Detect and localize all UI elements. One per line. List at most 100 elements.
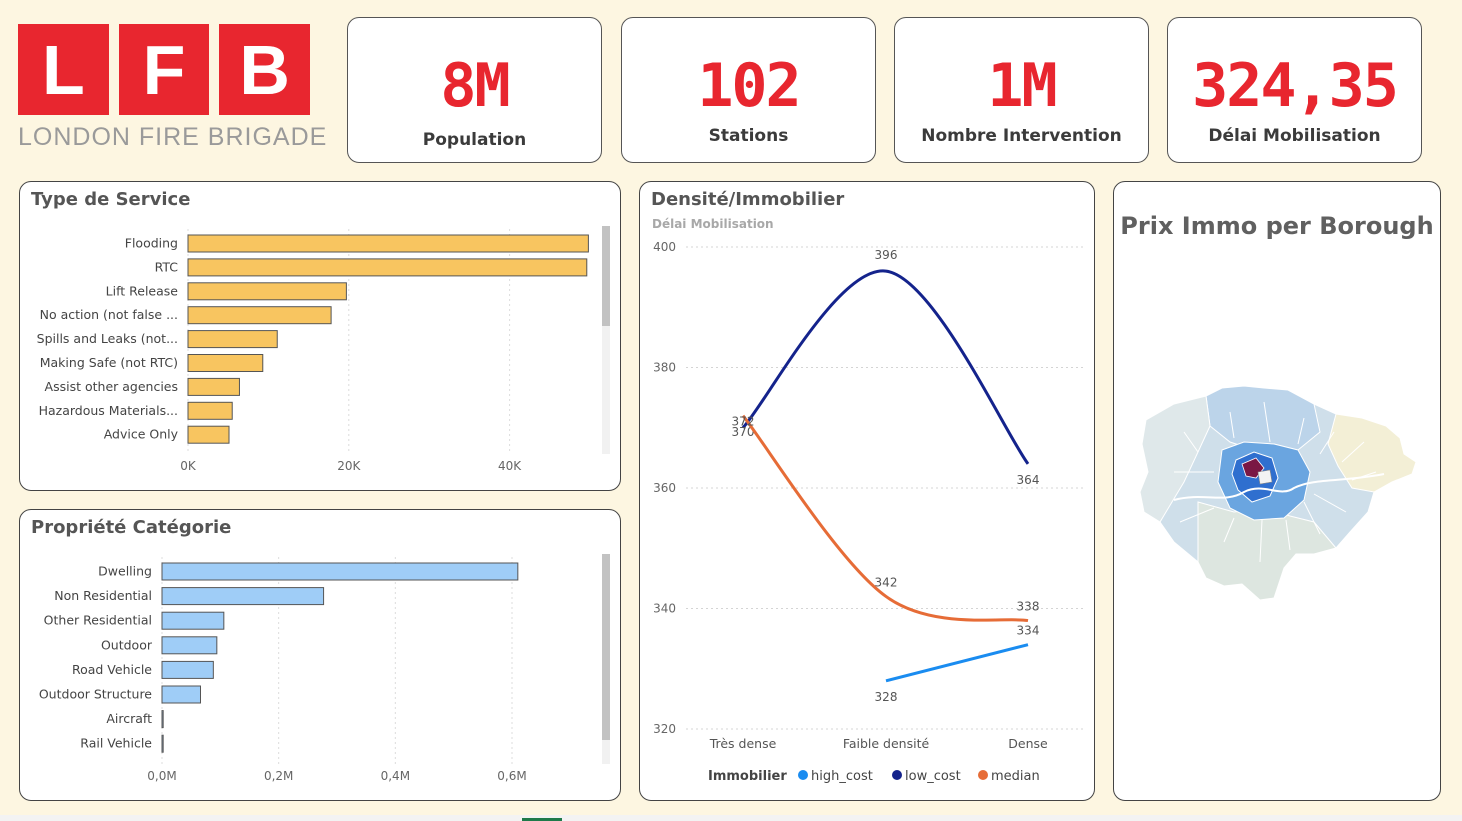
series-line-median (741, 414, 1029, 623)
london-borough-map[interactable] (1114, 182, 1441, 801)
kpi-value: 8M (440, 51, 510, 121)
kpi-value: 324,35 (1192, 51, 1399, 121)
data-label: 364 (1017, 473, 1040, 487)
category-label: Flooding (125, 236, 178, 251)
kpi-card-population[interactable]: 8M Population (347, 17, 602, 163)
data-label: 396 (875, 248, 898, 262)
category-label: Road Vehicle (72, 662, 152, 677)
category-label: RTC (155, 259, 179, 274)
x-tick-label: 40K (498, 459, 522, 473)
borough-map-card[interactable]: Prix Immo per Borough (1113, 181, 1441, 801)
borough-lines (1174, 401, 1377, 563)
category-label: Dwelling (98, 564, 152, 579)
legend-marker (978, 770, 988, 780)
kpi-label: Stations (708, 126, 789, 146)
kpi-card-interventions[interactable]: 1M Nombre Intervention (894, 17, 1149, 163)
category-label: Rail Vehicle (80, 736, 152, 751)
bar (161, 611, 225, 630)
bar (161, 660, 214, 679)
category-label: Assist other agencies (45, 379, 178, 394)
legend-label-high_cost: high_cost (811, 769, 873, 784)
category-label: Aircraft (106, 711, 152, 726)
logo-letter-l: L (18, 24, 109, 115)
category-label: Outdoor Structure (39, 687, 152, 702)
data-label: 334 (1017, 624, 1040, 638)
density-line-card[interactable]: Densité/Immobilier Délai Mobilisation 32… (639, 181, 1095, 801)
legend-marker (798, 770, 808, 780)
card-title: Propriété Catégorie (31, 517, 232, 538)
bar (187, 401, 233, 420)
logo-subtitle: LONDON FIRE BRIGADE (18, 123, 328, 151)
kpi-label: Délai Mobilisation (1208, 126, 1381, 146)
kpi-card-delai[interactable]: 324,35 Délai Mobilisation (1167, 17, 1422, 163)
property-category-card[interactable]: Propriété Catégorie 0,0M 0,2M 0,4M 0,6M Dwel… (19, 509, 621, 801)
x-tick-label: 0,4M (381, 769, 410, 783)
legend-label-median: median (991, 769, 1040, 784)
card-title: Type de Service (31, 189, 191, 210)
data-label: 328 (875, 690, 898, 704)
bar (161, 710, 164, 729)
category-label: Other Residential (44, 613, 152, 628)
city-of-london (1257, 469, 1273, 485)
legend-marker (892, 770, 902, 780)
x-tick-label: 20K (337, 459, 361, 473)
category-label: No action (not false ... (40, 307, 178, 322)
property-category-chart: 0,0M 0,2M 0,4M 0,6M Dwelling Non Residential O… (39, 554, 610, 783)
x-tick-label: 0,2M (264, 769, 293, 783)
page-tab-strip (0, 815, 1462, 821)
kpi-value: 102 (697, 51, 801, 121)
y-tick-label: 340 (653, 602, 676, 616)
east-boroughs (1327, 413, 1417, 493)
data-label: 372 (732, 415, 755, 429)
kpi-label: Population (422, 130, 527, 150)
bar (187, 258, 588, 277)
scrollbar-thumb[interactable] (602, 226, 610, 326)
logo-letter-b: B (219, 24, 311, 115)
x-tick-label: 0K (180, 459, 197, 473)
category-label: Hazardous Materials... (39, 403, 178, 418)
category-label: Advice Only (104, 427, 179, 442)
y-tick-label: 320 (653, 722, 676, 736)
y-tick-label: 380 (653, 361, 676, 375)
data-label: 338 (1017, 600, 1040, 614)
y-tick-label: 360 (653, 481, 676, 495)
x-tick-label: 0,6M (497, 769, 526, 783)
bar (187, 234, 589, 253)
category-label: Non Residential (54, 588, 152, 603)
bar (187, 306, 332, 325)
service-type-chart: 0K 20K 40K Flooding RTC Lift Release No action… (37, 226, 610, 473)
bar (161, 587, 325, 606)
data-label: 370 (732, 425, 755, 439)
lfb-logo: L F B LONDON FIRE BRIGADE (18, 24, 328, 159)
bar (187, 282, 347, 301)
bar (187, 425, 230, 444)
category-label: Lift Release (106, 283, 179, 298)
active-page-tab[interactable] (522, 818, 562, 821)
kpi-value: 1M (987, 51, 1057, 121)
series-line-high_cost (885, 643, 1029, 683)
chart-subtitle: Délai Mobilisation (652, 217, 774, 231)
x-tick-label: 0,0M (147, 769, 176, 783)
x-tick-label: Dense (1008, 736, 1048, 751)
y-tick-label: 400 (653, 240, 676, 254)
bar (187, 330, 278, 349)
data-label: 342 (875, 575, 898, 589)
thames-river (1173, 473, 1385, 501)
bar (161, 734, 164, 753)
category-label: Spills and Leaks (not... (37, 331, 178, 346)
bar (161, 636, 218, 655)
legend-label-low_cost: low_cost (905, 769, 961, 784)
density-line-chart: 320 340 360 380 400 Très dense Faible densité D… (653, 240, 1085, 784)
service-type-card[interactable]: Type de Service 0K 20K 40K Flooding RTC Lift … (19, 181, 621, 491)
kpi-card-stations[interactable]: 102 Stations (621, 17, 876, 163)
logo-letter-f: F (118, 24, 210, 115)
category-label: Making Safe (not RTC) (40, 355, 178, 370)
map-title: Prix Immo per Borough (1120, 212, 1434, 240)
category-label: Outdoor (101, 637, 153, 652)
scrollbar-thumb[interactable] (602, 554, 610, 740)
west-boroughs (1139, 395, 1211, 523)
series-line-low_cost (741, 269, 1030, 465)
kpi-label: Nombre Intervention (921, 126, 1122, 146)
scrollbar-track[interactable] (602, 226, 610, 454)
bar (187, 354, 264, 372)
